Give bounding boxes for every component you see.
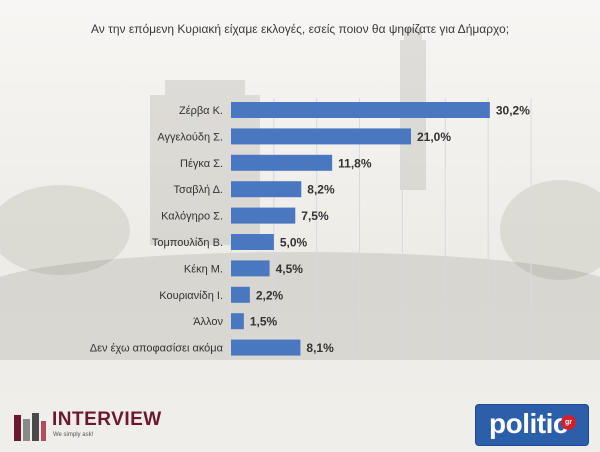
chart-title: Αν την επόμενη Κυριακή είχαμε εκλογές, ε…: [90, 22, 510, 36]
interview-logo-name: INTERVIEW: [52, 409, 162, 430]
politic-logo: politic gr: [475, 404, 589, 446]
bar: [231, 128, 411, 145]
bar: [231, 102, 490, 118]
interview-logo-icon: [14, 413, 46, 441]
value-label: 21,0%: [417, 130, 451, 144]
bar: [231, 234, 274, 250]
value-label: 2,2%: [256, 288, 284, 302]
bar: [231, 181, 302, 198]
category-label: Κουριανίδη Ι.: [159, 290, 223, 302]
bar-chart: Ζέρβα Κ. Αγγελούδη Σ. Πέγκα Σ. Τσαβλή Δ. Καλ…: [90, 98, 532, 360]
value-label: 8,1%: [306, 341, 334, 355]
politic-logo-suffix: gr: [561, 415, 576, 430]
value-label: 4,5%: [276, 262, 304, 276]
value-label: 7,5%: [301, 209, 329, 223]
category-label: Πέγκα Σ.: [180, 158, 223, 170]
category-label: Αγγελούδη Σ.: [157, 131, 223, 143]
value-label: 30,2%: [496, 104, 530, 118]
category-label: Κέκη Μ.: [184, 263, 223, 275]
category-label: Ζέρβα Κ.: [179, 105, 223, 117]
value-label: 8,2%: [307, 183, 335, 197]
category-label: Άλλον: [193, 316, 223, 328]
category-label: Δεν έχω αποφασίσει ακόμα: [90, 343, 224, 355]
bar: [231, 207, 296, 224]
category-label: Τομπουλίδη Β.: [152, 237, 223, 249]
value-label: 5,0%: [280, 236, 308, 250]
bar: [231, 313, 244, 330]
value-label: 1,5%: [250, 315, 278, 329]
category-labels: Ζέρβα Κ. Αγγελούδη Σ. Πέγκα Σ. Τσαβλή Δ. Καλ…: [90, 105, 224, 355]
bar: [231, 154, 333, 171]
bars: [231, 102, 490, 356]
bar: [231, 339, 301, 356]
category-label: Καλόγηρο Σ.: [161, 211, 223, 223]
interview-logo: INTERVIEW We simply ask!: [12, 407, 162, 445]
bar: [231, 286, 250, 303]
interview-logo-tagline: We simply ask!: [53, 432, 94, 438]
politic-logo-name: politic: [489, 408, 568, 439]
bar: [231, 260, 270, 277]
value-label: 11,8%: [338, 156, 372, 170]
category-label: Τσαβλή Δ.: [174, 184, 223, 196]
value-labels: 30,2% 21,0% 11,8%8,2% 7,5% 5,0% 4,5% 2,2% 1,5% 8…: [250, 104, 530, 356]
